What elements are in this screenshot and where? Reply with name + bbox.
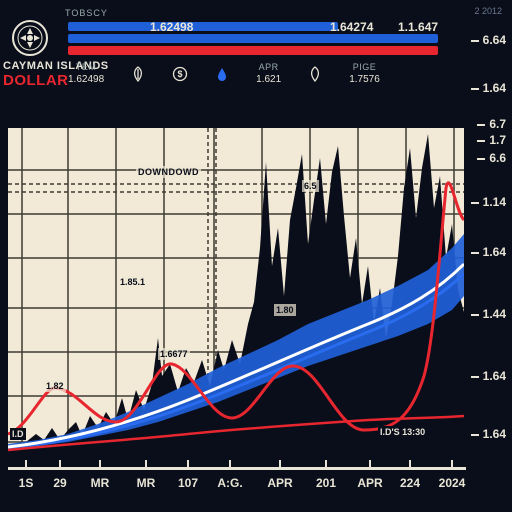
drop-icon	[214, 66, 230, 82]
stat-row: TEM 1.62498 $ APR 1.621 PIGE 1.7576	[68, 62, 380, 85]
y-axis: 6.64 1.64 6.7 1.7 6.6 1.14 1.64 1.44 1.64 1.64	[464, 16, 512, 470]
x-tick: 224	[400, 476, 420, 490]
price-label: PIGE	[353, 62, 377, 72]
x-axis: 1S 29 MR MR 107 A:G. APR 201 APR 224 2024	[8, 467, 466, 512]
x-tick: 201	[316, 476, 336, 490]
bar-blue	[68, 22, 338, 31]
term-col: TEM 1.62498	[68, 62, 104, 85]
leaf2-icon	[307, 66, 323, 82]
apr-label: APR	[259, 62, 279, 72]
y-tick: 1.64	[483, 81, 506, 95]
chart-label: I.D	[10, 428, 26, 440]
chart-label: 6.5	[302, 180, 319, 192]
svg-text:$: $	[178, 69, 183, 79]
downward-label: DOWNDOWD	[136, 166, 201, 178]
y-tick: 6.6	[489, 151, 506, 165]
price-value: 1.7576	[349, 74, 380, 85]
apr-value: 1.621	[256, 74, 281, 85]
x-tick: A:G.	[217, 476, 242, 490]
y-tick: 6.64	[483, 33, 506, 47]
y-tick: 6.7	[489, 117, 506, 131]
x-tick: APR	[357, 476, 382, 490]
crest-icon	[10, 18, 50, 58]
term-label: TEM	[76, 62, 97, 72]
chart-label: I.D'S 13:30	[378, 426, 427, 438]
header: TOBSCY 2 2012 CAYMAN ISLANDS DOLLAR 1.62…	[0, 0, 512, 128]
term-value: 1.62498	[68, 74, 104, 85]
y-tick: 1.64	[483, 369, 506, 383]
x-tick: 29	[53, 476, 66, 490]
y-tick: 1.64	[483, 427, 506, 441]
x-tick: MR	[91, 476, 110, 490]
value-1: 1.62498	[150, 20, 193, 34]
year: 2 2012	[474, 6, 502, 16]
dollar-icon: $	[172, 66, 188, 82]
x-tick: 1S	[19, 476, 34, 490]
crest-badge	[10, 18, 50, 58]
chart-label: 1.85.1	[118, 276, 147, 288]
x-tick: MR	[137, 476, 156, 490]
value-3: 1.1.647	[398, 20, 438, 34]
chart-label: 1.82	[44, 380, 66, 392]
y-tick: 1.7	[489, 133, 506, 147]
header-bars	[68, 22, 428, 58]
chart-label: 1.6677	[158, 348, 190, 360]
y-tick: 1.64	[483, 245, 506, 259]
chart-area[interactable]: DOWNDOWD 1.82 1.85.1 1.6677 1.80 6.5 I.D I.D'S…	[8, 128, 464, 458]
apr-col: APR 1.621	[256, 62, 281, 85]
value-2: 1.64274	[330, 20, 373, 34]
x-tick: APR	[267, 476, 292, 490]
chart-svg	[8, 128, 464, 458]
bar-red	[68, 46, 438, 55]
chart-label: 1.80	[274, 304, 296, 316]
x-tick: 107	[178, 476, 198, 490]
leaf-icon	[130, 66, 146, 82]
x-tick: 2024	[439, 476, 466, 490]
price-col: PIGE 1.7576	[349, 62, 380, 85]
header-label: TOBSCY	[65, 8, 108, 18]
bar-blue-2	[68, 34, 438, 43]
y-tick: 1.44	[483, 307, 506, 321]
y-tick: 1.14	[483, 195, 506, 209]
